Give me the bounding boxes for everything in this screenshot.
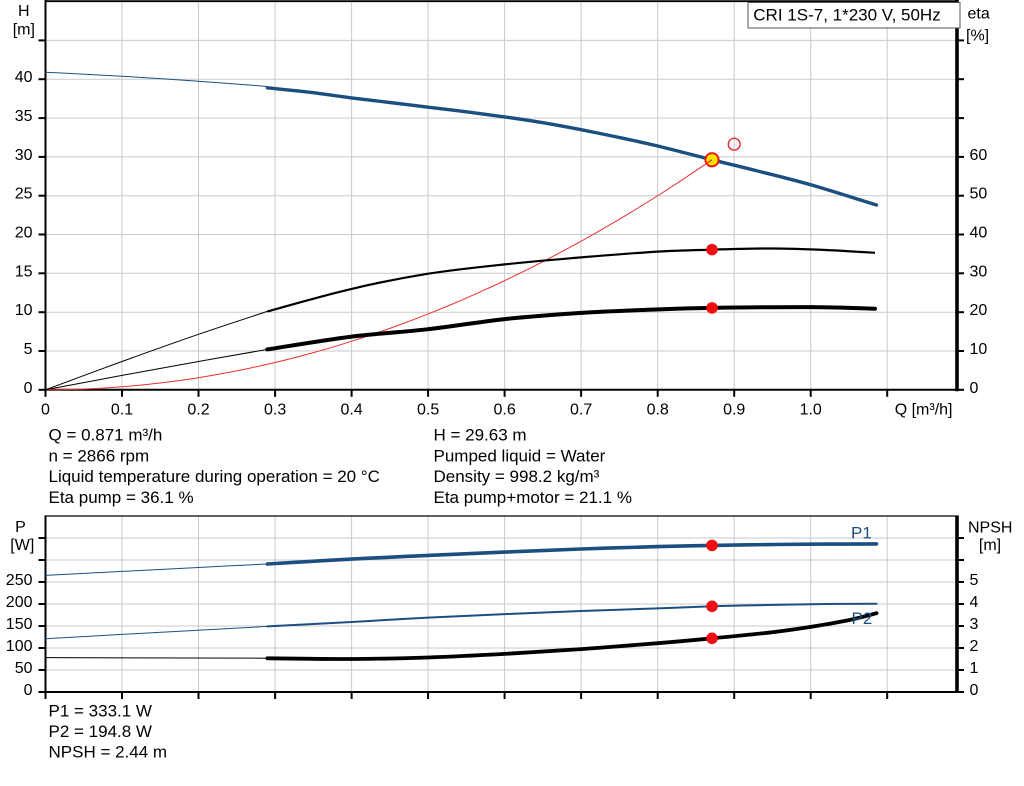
svg-text:1.0: 1.0: [800, 402, 822, 419]
svg-text:1: 1: [970, 660, 979, 677]
svg-text:Pumped liquid = Water: Pumped liquid = Water: [434, 446, 606, 465]
svg-text:40: 40: [970, 225, 988, 242]
svg-text:20: 20: [970, 302, 988, 319]
svg-text:0.8: 0.8: [647, 402, 669, 419]
svg-text:Density = 998.2 kg/m³: Density = 998.2 kg/m³: [434, 467, 600, 486]
svg-text:200: 200: [6, 594, 33, 611]
svg-text:0.4: 0.4: [340, 402, 362, 419]
svg-text:[W]: [W]: [10, 537, 34, 554]
svg-text:0: 0: [24, 682, 33, 699]
svg-text:Q = 0.871 m³/h: Q = 0.871 m³/h: [49, 426, 163, 445]
svg-text:0.6: 0.6: [493, 402, 515, 419]
svg-text:Eta pump = 36.1 %: Eta pump = 36.1 %: [49, 488, 194, 507]
svg-text:0.2: 0.2: [187, 402, 209, 419]
svg-text:50: 50: [970, 186, 988, 203]
svg-text:eta: eta: [968, 6, 990, 23]
svg-text:4: 4: [970, 594, 979, 611]
svg-text:150: 150: [6, 616, 33, 633]
svg-text:0.5: 0.5: [417, 402, 439, 419]
svg-text:0: 0: [970, 682, 979, 699]
svg-text:CRI 1S-7, 1*230 V, 50Hz: CRI 1S-7, 1*230 V, 50Hz: [753, 6, 940, 25]
svg-text:30: 30: [15, 147, 33, 164]
svg-text:60: 60: [970, 147, 988, 164]
svg-text:3: 3: [970, 616, 979, 633]
svg-text:20: 20: [15, 225, 33, 242]
svg-text:35: 35: [15, 108, 33, 125]
svg-text:NPSH = 2.44 m: NPSH = 2.44 m: [49, 743, 168, 762]
svg-text:40: 40: [15, 69, 33, 86]
svg-text:P1: P1: [851, 524, 872, 543]
svg-text:NPSH: NPSH: [968, 520, 1012, 537]
svg-text:0: 0: [41, 402, 50, 419]
svg-text:0: 0: [970, 380, 979, 397]
svg-text:P1 = 333.1 W: P1 = 333.1 W: [49, 702, 152, 721]
svg-text:10: 10: [970, 341, 988, 358]
svg-text:[m]: [m]: [979, 537, 1001, 554]
svg-text:0.7: 0.7: [570, 402, 592, 419]
svg-text:0.1: 0.1: [111, 402, 133, 419]
svg-text:30: 30: [970, 263, 988, 280]
svg-text:H = 29.63 m: H = 29.63 m: [434, 426, 527, 445]
svg-text:0.9: 0.9: [723, 402, 745, 419]
svg-text:H: H: [18, 3, 30, 20]
svg-text:50: 50: [15, 660, 33, 677]
svg-text:2: 2: [970, 638, 979, 655]
svg-text:100: 100: [6, 638, 33, 655]
svg-text:[m]: [m]: [13, 22, 35, 39]
svg-text:n = 2866 rpm: n = 2866 rpm: [49, 446, 150, 465]
svg-text:250: 250: [6, 572, 33, 589]
svg-text:Q [m³/h]: Q [m³/h]: [895, 402, 953, 419]
svg-text:P: P: [15, 519, 26, 536]
svg-text:5: 5: [970, 572, 979, 589]
svg-text:5: 5: [24, 341, 33, 358]
svg-text:Eta pump+motor = 21.1 %: Eta pump+motor = 21.1 %: [434, 488, 632, 507]
svg-text:25: 25: [15, 186, 33, 203]
svg-text:P2 = 194.8 W: P2 = 194.8 W: [49, 722, 152, 741]
svg-text:10: 10: [15, 302, 33, 319]
svg-text:[%]: [%]: [966, 28, 989, 45]
svg-text:0: 0: [24, 380, 33, 397]
svg-text:P2: P2: [852, 609, 873, 628]
svg-text:Liquid temperature during oper: Liquid temperature during operation = 20…: [49, 467, 380, 486]
svg-text:0.3: 0.3: [264, 402, 286, 419]
svg-text:15: 15: [15, 263, 33, 280]
